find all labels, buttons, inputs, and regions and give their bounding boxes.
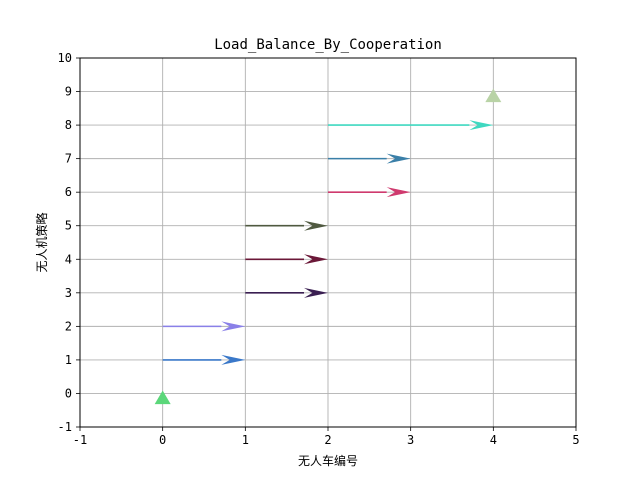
y-tick-label: 0	[65, 386, 72, 400]
x-tick-label: 0	[159, 433, 166, 447]
y-tick-label: 8	[65, 118, 72, 132]
triangle-marker	[154, 390, 171, 405]
arrows	[162, 120, 494, 365]
y-tick-label: 6	[65, 185, 72, 199]
arrow-head	[221, 354, 246, 365]
arrow-head	[304, 220, 328, 231]
x-ticks: -1 0 1 2 3 4 5	[73, 427, 580, 447]
arrow	[162, 354, 246, 365]
x-tick-label: 4	[490, 433, 497, 447]
y-tick-label: 10	[58, 51, 72, 65]
arrow-head	[386, 153, 411, 164]
arrow	[328, 120, 494, 131]
arrow	[162, 321, 246, 332]
arrow	[245, 254, 328, 265]
x-tick-label: -1	[73, 433, 87, 447]
x-tick-label: 3	[407, 433, 414, 447]
arrow	[328, 187, 411, 198]
arrow-head	[304, 254, 328, 265]
arrow	[245, 220, 328, 231]
y-ticks: -1 0 1 2 3 4 5 6 7 8 9 10	[58, 51, 80, 434]
x-tick-label: 5	[572, 433, 579, 447]
y-tick-label: 9	[65, 85, 72, 99]
arrow-head	[304, 287, 328, 298]
y-tick-label: 4	[65, 252, 72, 266]
x-tick-label: 2	[324, 433, 331, 447]
arrow	[245, 287, 328, 298]
y-tick-label: -1	[58, 420, 72, 434]
triangle-marker	[485, 88, 502, 103]
arrow-head	[469, 120, 494, 131]
y-axis-label: 无人机策略	[34, 212, 49, 272]
y-tick-label: 7	[65, 152, 72, 166]
arrow-head	[386, 187, 411, 198]
arrow	[328, 153, 411, 164]
markers	[154, 88, 502, 405]
x-tick-label: 1	[242, 433, 249, 447]
chart-title: Load_Balance_By_Cooperation	[214, 37, 442, 53]
y-tick-label: 5	[65, 219, 72, 233]
y-tick-label: 1	[65, 353, 72, 367]
y-tick-label: 3	[65, 286, 72, 300]
arrow-head	[221, 321, 246, 332]
y-tick-label: 2	[65, 319, 72, 333]
grid	[79, 57, 577, 428]
x-axis-label: 无人车编号	[298, 453, 358, 468]
